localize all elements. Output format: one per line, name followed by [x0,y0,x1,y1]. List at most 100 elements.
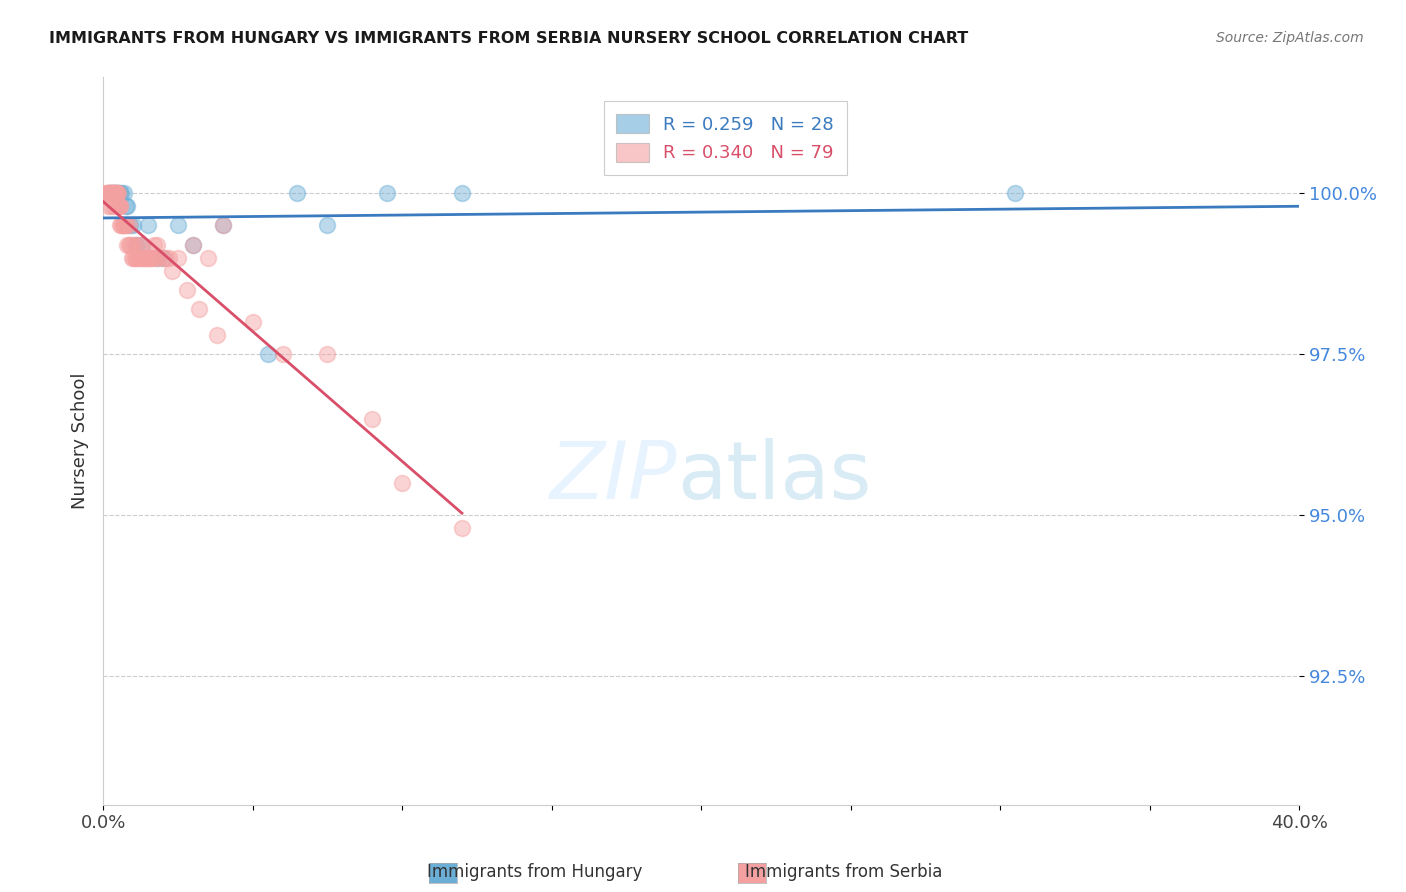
Point [97,186,120,201]
Point [104,186,127,201]
Point [97,186,120,201]
Point [111,219,134,233]
Point [131,251,153,265]
Point [110,186,132,201]
Point [121,251,143,265]
Point [242,315,264,329]
Point [101,186,124,201]
Point [211,219,233,233]
Point [271,347,294,361]
Point [287,186,309,201]
Point [391,475,413,490]
Point [1004,186,1026,201]
Point [105,186,128,201]
Point [103,186,125,201]
Point [100,199,122,213]
Point [125,251,148,265]
Point [114,219,136,233]
Point [107,186,129,201]
Legend: R = 0.259   N = 28, R = 0.340   N = 79: R = 0.259 N = 28, R = 0.340 N = 79 [603,101,846,175]
Point [167,251,190,265]
Point [152,251,174,265]
Point [136,251,159,265]
Point [98,186,121,201]
Point [256,347,278,361]
Point [167,219,190,233]
Point [125,237,148,252]
Point [141,251,163,265]
Text: Immigrants from Hungary: Immigrants from Hungary [426,863,643,881]
Point [103,186,125,201]
Point [103,186,125,201]
Point [143,237,166,252]
Point [121,237,143,252]
Y-axis label: Nursery School: Nursery School [72,373,89,509]
Point [118,219,141,233]
Text: Immigrants from Serbia: Immigrants from Serbia [745,863,942,881]
Point [105,199,128,213]
Point [108,186,131,201]
Point [103,186,125,201]
Point [110,219,132,233]
Point [108,199,131,213]
Point [316,219,339,233]
Point [197,251,219,265]
Point [146,237,169,252]
Point [105,186,128,201]
Point [107,186,129,201]
Point [375,186,398,201]
Text: IMMIGRANTS FROM HUNGARY VS IMMIGRANTS FROM SERBIA NURSERY SCHOOL CORRELATION CHA: IMMIGRANTS FROM HUNGARY VS IMMIGRANTS FR… [49,31,969,46]
Point [132,251,155,265]
Point [105,186,128,201]
Point [104,186,127,201]
Point [114,219,136,233]
Point [100,186,122,201]
Point [316,347,339,361]
Point [131,237,153,252]
Point [187,302,209,317]
Point [157,251,180,265]
Point [115,237,138,252]
Point [108,199,131,213]
Point [96,186,118,201]
Point [97,186,120,201]
Point [96,186,118,201]
Point [115,199,138,213]
Point [98,186,121,201]
Point [152,251,174,265]
Point [127,237,149,252]
Text: Source: ZipAtlas.com: Source: ZipAtlas.com [1216,31,1364,45]
Point [104,186,127,201]
Point [101,186,124,201]
Point [176,283,198,297]
Point [135,251,157,265]
Point [122,219,145,233]
Point [117,219,139,233]
Point [136,219,159,233]
Point [124,251,146,265]
Point [181,237,204,252]
Point [108,199,131,213]
Point [146,251,169,265]
Point [117,237,139,252]
Point [101,186,124,201]
Point [148,251,170,265]
Point [129,237,152,252]
Point [122,251,145,265]
Point [114,199,136,213]
Point [160,263,183,277]
Point [451,186,474,201]
Point [118,237,141,252]
Point [139,251,162,265]
Point [155,251,177,265]
Point [100,186,122,201]
Point [205,327,228,342]
Point [112,219,135,233]
Point [128,251,150,265]
Point [111,219,134,233]
Point [361,411,384,425]
Text: atlas: atlas [678,439,872,516]
Point [134,251,156,265]
Point [181,237,204,252]
Point [97,199,120,213]
